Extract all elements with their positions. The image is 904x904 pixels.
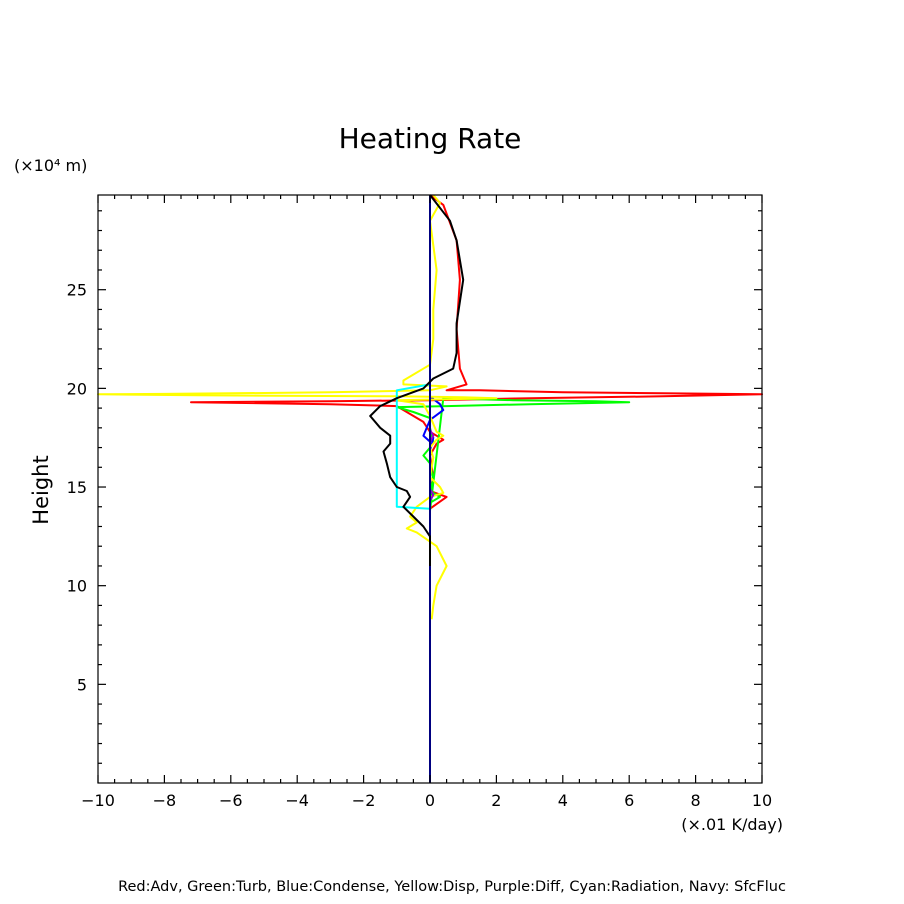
x-tick-label: 0 (425, 791, 435, 810)
y-tick-label: 15 (67, 478, 87, 497)
chart-title: Heating Rate (339, 122, 522, 155)
y-tick-labels: 5 10 15 20 25 (67, 281, 87, 695)
x-tick-label: 8 (691, 791, 701, 810)
plot-area: −10 −8 −6 −4 −2 0 2 4 6 8 10 5 10 15 20 25 (67, 194, 772, 810)
x-tick-label: −6 (219, 791, 243, 810)
ticks-layer (97, 195, 763, 783)
x-axis-unit-label: (×.01 K/day) (681, 815, 783, 834)
x-tick-label: −10 (81, 791, 115, 810)
x-tick-label: −8 (153, 791, 177, 810)
y-axis-label: Height (29, 455, 53, 524)
series-layer (97, 194, 763, 783)
x-tick-label: −4 (285, 791, 309, 810)
x-tick-label: −2 (352, 791, 376, 810)
x-tick-label: 4 (558, 791, 568, 810)
y-axis-unit-label: (×10⁴ m) (14, 156, 87, 175)
y-tick-label: 5 (77, 675, 87, 694)
x-tick-label: 6 (624, 791, 634, 810)
y-tick-label: 25 (67, 281, 87, 300)
legend-text: Red:Adv, Green:Turb, Blue:Condense, Yell… (118, 879, 786, 895)
series-line-total (369, 194, 465, 566)
series-line-radiation (395, 383, 431, 510)
x-tick-label: 10 (752, 791, 772, 810)
y-tick-label: 10 (67, 577, 87, 596)
y-tick-label: 20 (67, 379, 87, 398)
x-tick-labels: −10 −8 −6 −4 −2 0 2 4 6 8 10 (81, 791, 772, 810)
x-tick-label: 2 (491, 791, 501, 810)
